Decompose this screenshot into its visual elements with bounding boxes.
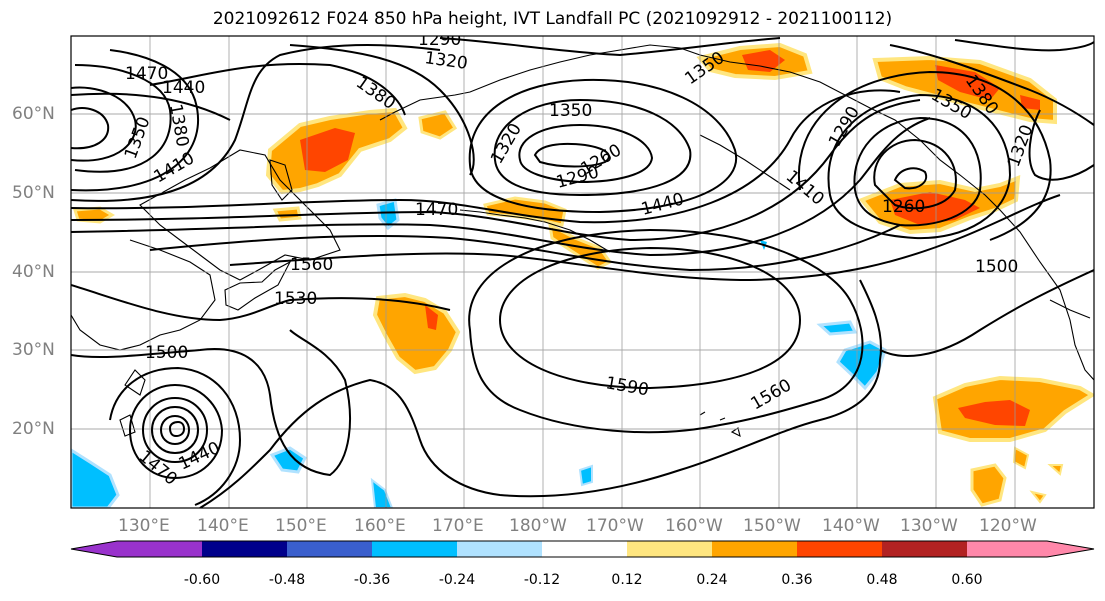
colorbar-segment (882, 541, 967, 557)
colorbar-segment (542, 541, 627, 557)
contour-label: 1410 (151, 148, 198, 187)
lon-label: 160°W (665, 516, 723, 536)
lon-label: 170°W (586, 516, 644, 536)
colorbar-segment (457, 541, 542, 557)
contour-label: 1320 (1004, 122, 1038, 169)
lon-label: 180°W (509, 516, 567, 536)
colorbar-tick-label: -0.24 (438, 572, 476, 588)
colorbar-segment (967, 541, 1047, 557)
colorbar-extend-low (71, 541, 117, 557)
colorbar-segment (627, 541, 712, 557)
contour-label: 1290 (825, 103, 864, 150)
height-contours (71, 37, 1094, 508)
contour-label: 1260 (882, 197, 925, 217)
colorbar-segment (372, 541, 457, 557)
ivt-negative-shading (71, 198, 887, 508)
lat-label: 50°N (12, 183, 55, 203)
contour-label: 1500 (975, 257, 1018, 277)
map-frame (70, 35, 1095, 509)
colorbar-tick-label: -0.12 (523, 572, 561, 588)
colorbar-segment (117, 541, 202, 557)
coastlines (71, 44, 1094, 438)
colorbar-tick-label: 0.12 (611, 572, 643, 588)
lon-label: 130°W (900, 516, 958, 536)
colorbar-tick-label: 0.24 (696, 572, 728, 588)
lat-label: 60°N (12, 104, 55, 124)
lon-label: 120°W (979, 516, 1037, 536)
colorbar (70, 540, 1095, 558)
lat-label: 30°N (12, 340, 55, 360)
contour-label: 1350 (549, 101, 592, 121)
contour-label: 1440 (162, 78, 205, 98)
colorbar-extend-high (1047, 541, 1094, 557)
colorbar-tick-label: 0.48 (866, 572, 898, 588)
contour-label: 1440 (639, 189, 686, 220)
contour-label: 1560 (290, 255, 333, 275)
contour-label: 1290 (418, 30, 461, 50)
lon-label: 150°E (275, 516, 327, 536)
lat-label: 40°N (12, 262, 55, 282)
lat-label: 20°N (12, 419, 55, 439)
contour-label: 1590 (604, 373, 650, 400)
contour-label: 1350 (121, 114, 155, 161)
contour-label: 1470 (415, 200, 458, 220)
contour-label: 1500 (145, 343, 188, 363)
contour-label: 1320 (423, 48, 469, 74)
contour-label: 1530 (274, 289, 317, 309)
contour-label: 1440 (176, 438, 224, 474)
colorbar-tick-label: -0.60 (183, 572, 221, 588)
colorbar-tick-label: 0.36 (781, 572, 813, 588)
colorbar-segment (797, 541, 882, 557)
lon-label: 140°E (197, 516, 249, 536)
colorbar-segment (712, 541, 797, 557)
colorbar-segment (287, 541, 372, 557)
colorbar-segment (202, 541, 287, 557)
lon-label: 170°E (432, 516, 484, 536)
map-title: 2021092612 F024 850 hPa height, IVT Land… (212, 9, 893, 29)
lon-label: 160°E (354, 516, 406, 536)
colorbar-tick-label: -0.36 (353, 572, 391, 588)
contour-label: 1380 (352, 73, 399, 114)
colorbar-tick-label: -0.48 (268, 572, 306, 588)
lon-label: 150°W (743, 516, 801, 536)
colorbar-tick-label: 0.60 (951, 572, 983, 588)
graticule (71, 36, 1094, 508)
contour-label: 1410 (782, 167, 828, 210)
lon-label: 130°E (118, 516, 170, 536)
contour-label: 1380 (165, 102, 192, 148)
lon-label: 140°W (822, 516, 880, 536)
contour-label: 1470 (125, 64, 168, 84)
